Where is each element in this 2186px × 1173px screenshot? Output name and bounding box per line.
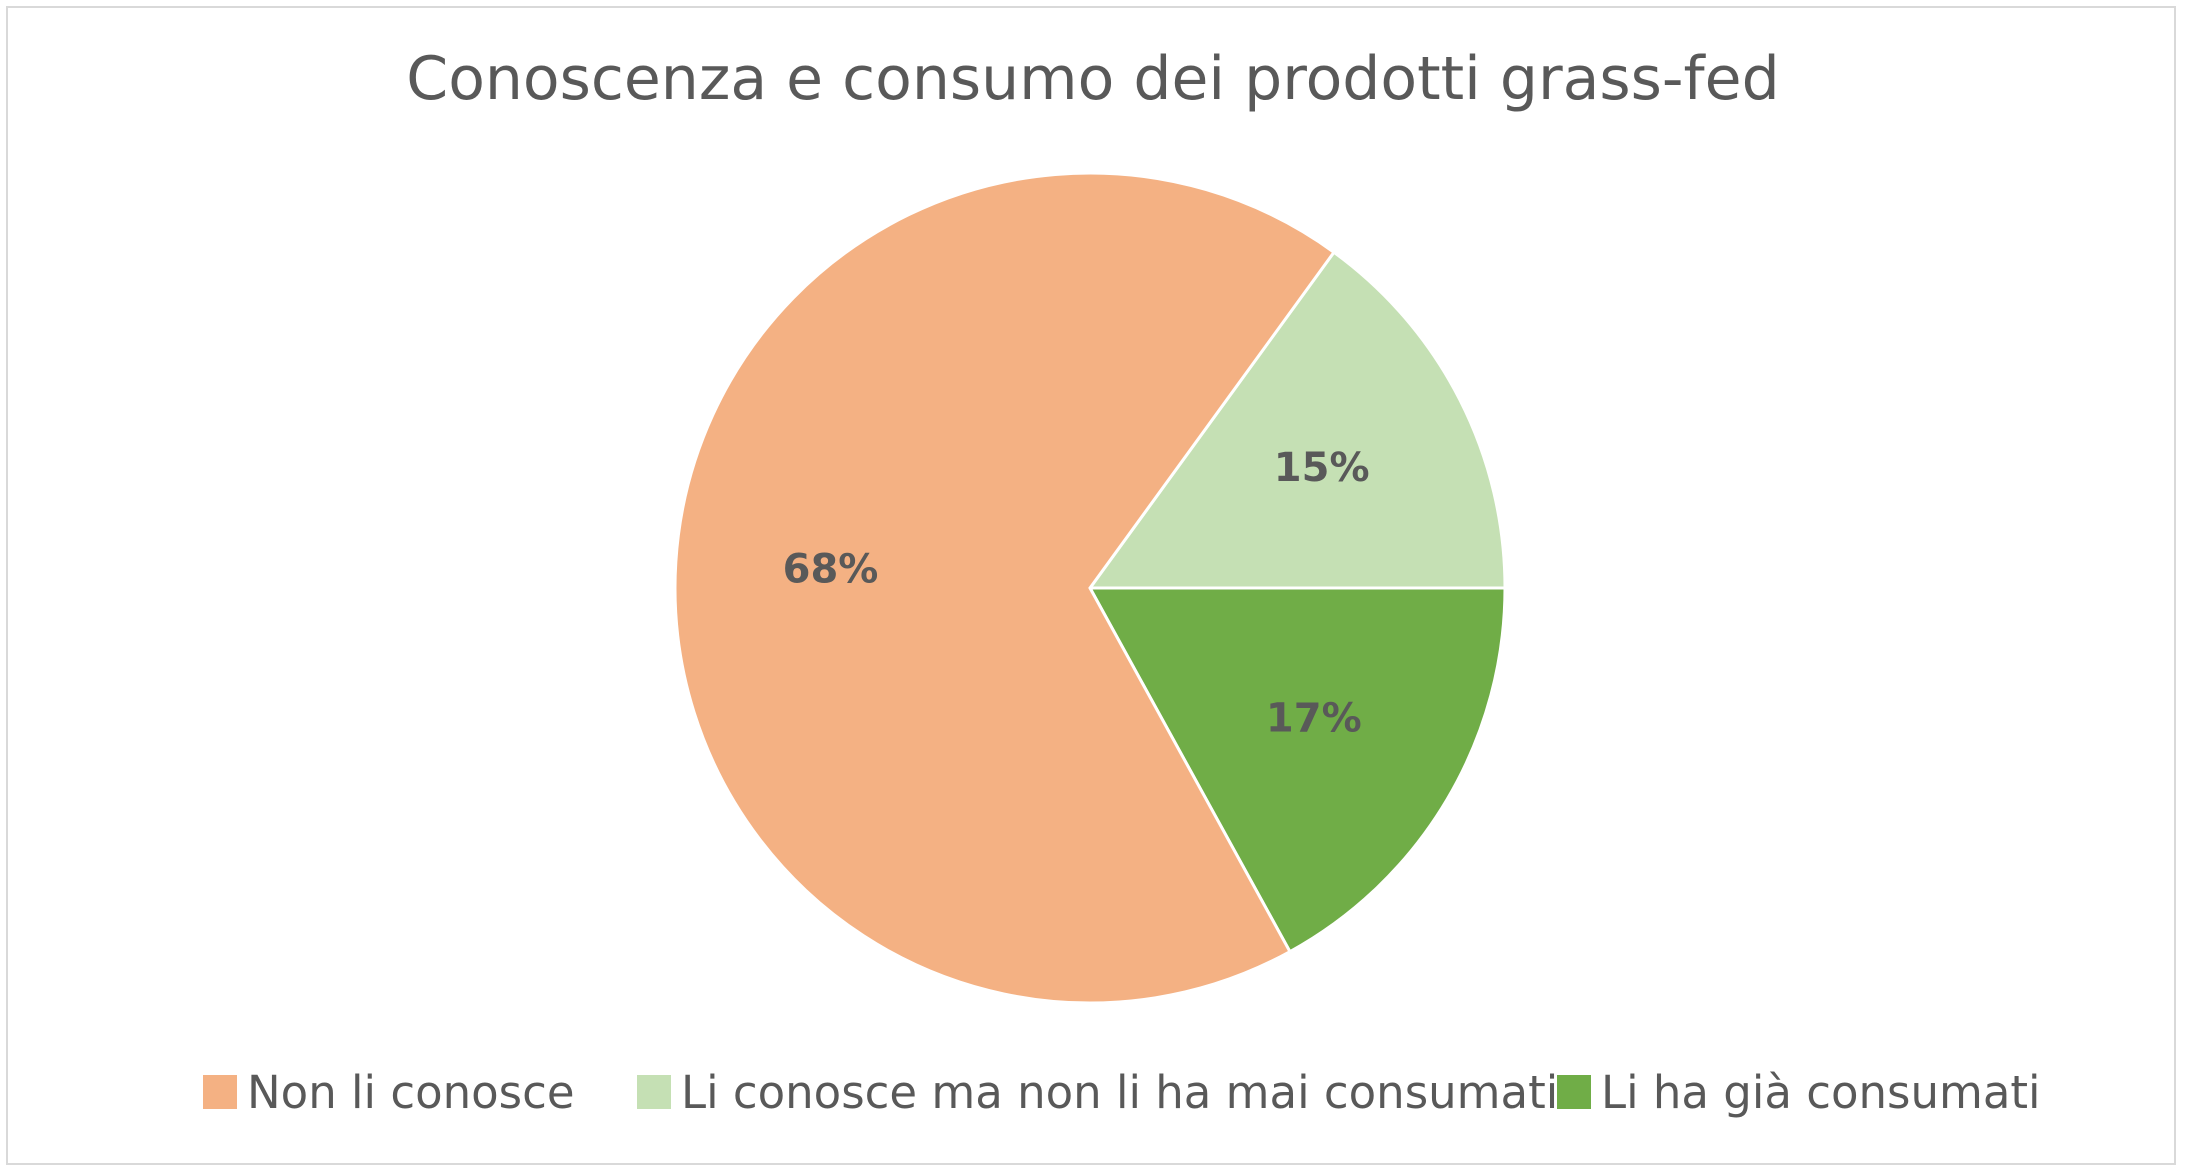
data-label-non-li-conosce: 68% [783, 547, 879, 593]
pie-slice-li-ha-gia-consumati[interactable] [1087, 586, 1507, 954]
legend-swatch-li-conosce-ma-non-li-ha-mai-consumati [637, 1075, 671, 1109]
pie-labels: 15% 17% 68% [783, 445, 1370, 741]
legend-label-li-ha-gia-consumati: Li ha già consumati [1601, 1065, 2041, 1119]
chart-title: Conoscenza e consumo dei prodotti grass-… [406, 44, 1780, 114]
data-label-li-conosce-ma-non-li-ha-mai-consumati: 15% [1274, 445, 1370, 491]
pie-slice-li-conosce-ma-non-li-ha-mai-consumati[interactable] [1087, 250, 1507, 590]
legend-item-li-ha-gia-consumati[interactable]: Li ha già consumati [1557, 1062, 2041, 1122]
data-label-li-ha-gia-consumati: 17% [1266, 695, 1362, 741]
legend-swatch-li-ha-gia-consumati [1557, 1075, 1591, 1109]
legend-label-li-conosce-ma-non-li-ha-mai-consumati: Li conosce ma non li ha mai consumati [681, 1065, 1559, 1119]
legend-item-non-li-conosce[interactable]: Non li conosce [203, 1062, 575, 1122]
legend-item-li-conosce-ma-non-li-ha-mai-consumati[interactable]: Li conosce ma non li ha mai consumati [637, 1062, 1558, 1122]
pie-slice-non-li-conosce[interactable] [673, 171, 1337, 1005]
legend-swatch-non-li-conosce [203, 1075, 237, 1109]
pie-slices [673, 171, 1507, 1005]
legend-label-non-li-conosce: Non li conosce [247, 1065, 575, 1119]
legend: Non li conosce Li conosce ma non li ha m… [0, 1062, 2186, 1122]
